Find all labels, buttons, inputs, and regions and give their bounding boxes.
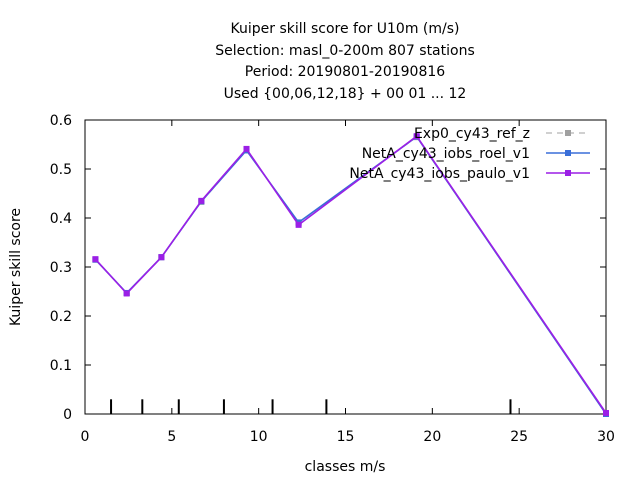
data-point <box>295 221 302 228</box>
x-tick-label: 0 <box>81 429 90 445</box>
plot-frame <box>84 119 607 415</box>
data-point <box>158 254 165 261</box>
data-point <box>603 410 609 417</box>
y-axis-label: Kuiper skill score <box>8 208 24 326</box>
chart-title: Kuiper skill score for U10m (m/s) Select… <box>215 21 475 102</box>
y-tick-label: 0.2 <box>50 309 72 325</box>
x-tick-label: 10 <box>250 429 268 445</box>
y-tick-label: 0.1 <box>50 358 72 374</box>
x-tick-label: 15 <box>337 429 355 445</box>
y-tick-label: 0.3 <box>50 260 72 276</box>
x-tick-label: 20 <box>423 429 441 445</box>
y-tick-label: 0.5 <box>50 162 72 178</box>
y-tick-label: 0.4 <box>50 211 72 227</box>
title-line-4: Used {00,06,12,18} + 00 01 ... 12 <box>224 86 467 102</box>
legend-label: NetA_cy43_iobs_roel_v1 <box>362 146 530 162</box>
legend: Exp0_cy43_ref_z NetA_cy43_iobs_roel_v1 Net… <box>349 126 590 182</box>
legend-label: Exp0_cy43_ref_z <box>414 126 530 142</box>
legend-label: NetA_cy43_iobs_paulo_v1 <box>349 166 530 182</box>
data-point <box>413 133 420 140</box>
y-tick-label: 0.6 <box>50 113 72 129</box>
title-line-1: Kuiper skill score for U10m (m/s) <box>231 21 460 37</box>
x-tick-label: 30 <box>597 429 615 445</box>
x-tick-label: 5 <box>167 429 176 445</box>
series-2 <box>92 133 609 417</box>
legend-marker <box>565 150 571 156</box>
title-line-2: Selection: masl_0-200m 807 stations <box>215 43 475 59</box>
data-point <box>198 197 205 204</box>
x-tick-label: 25 <box>510 429 528 445</box>
y-tick-label: 0 <box>63 407 72 423</box>
legend-marker <box>565 130 571 136</box>
data-point <box>123 290 130 297</box>
data-point <box>92 256 99 263</box>
data-point <box>243 145 250 152</box>
series-line <box>94 135 607 414</box>
title-line-3: Period: 20190801-20190816 <box>245 64 445 80</box>
legend-marker <box>565 170 571 176</box>
x-axis-label: classes m/s <box>305 459 386 475</box>
